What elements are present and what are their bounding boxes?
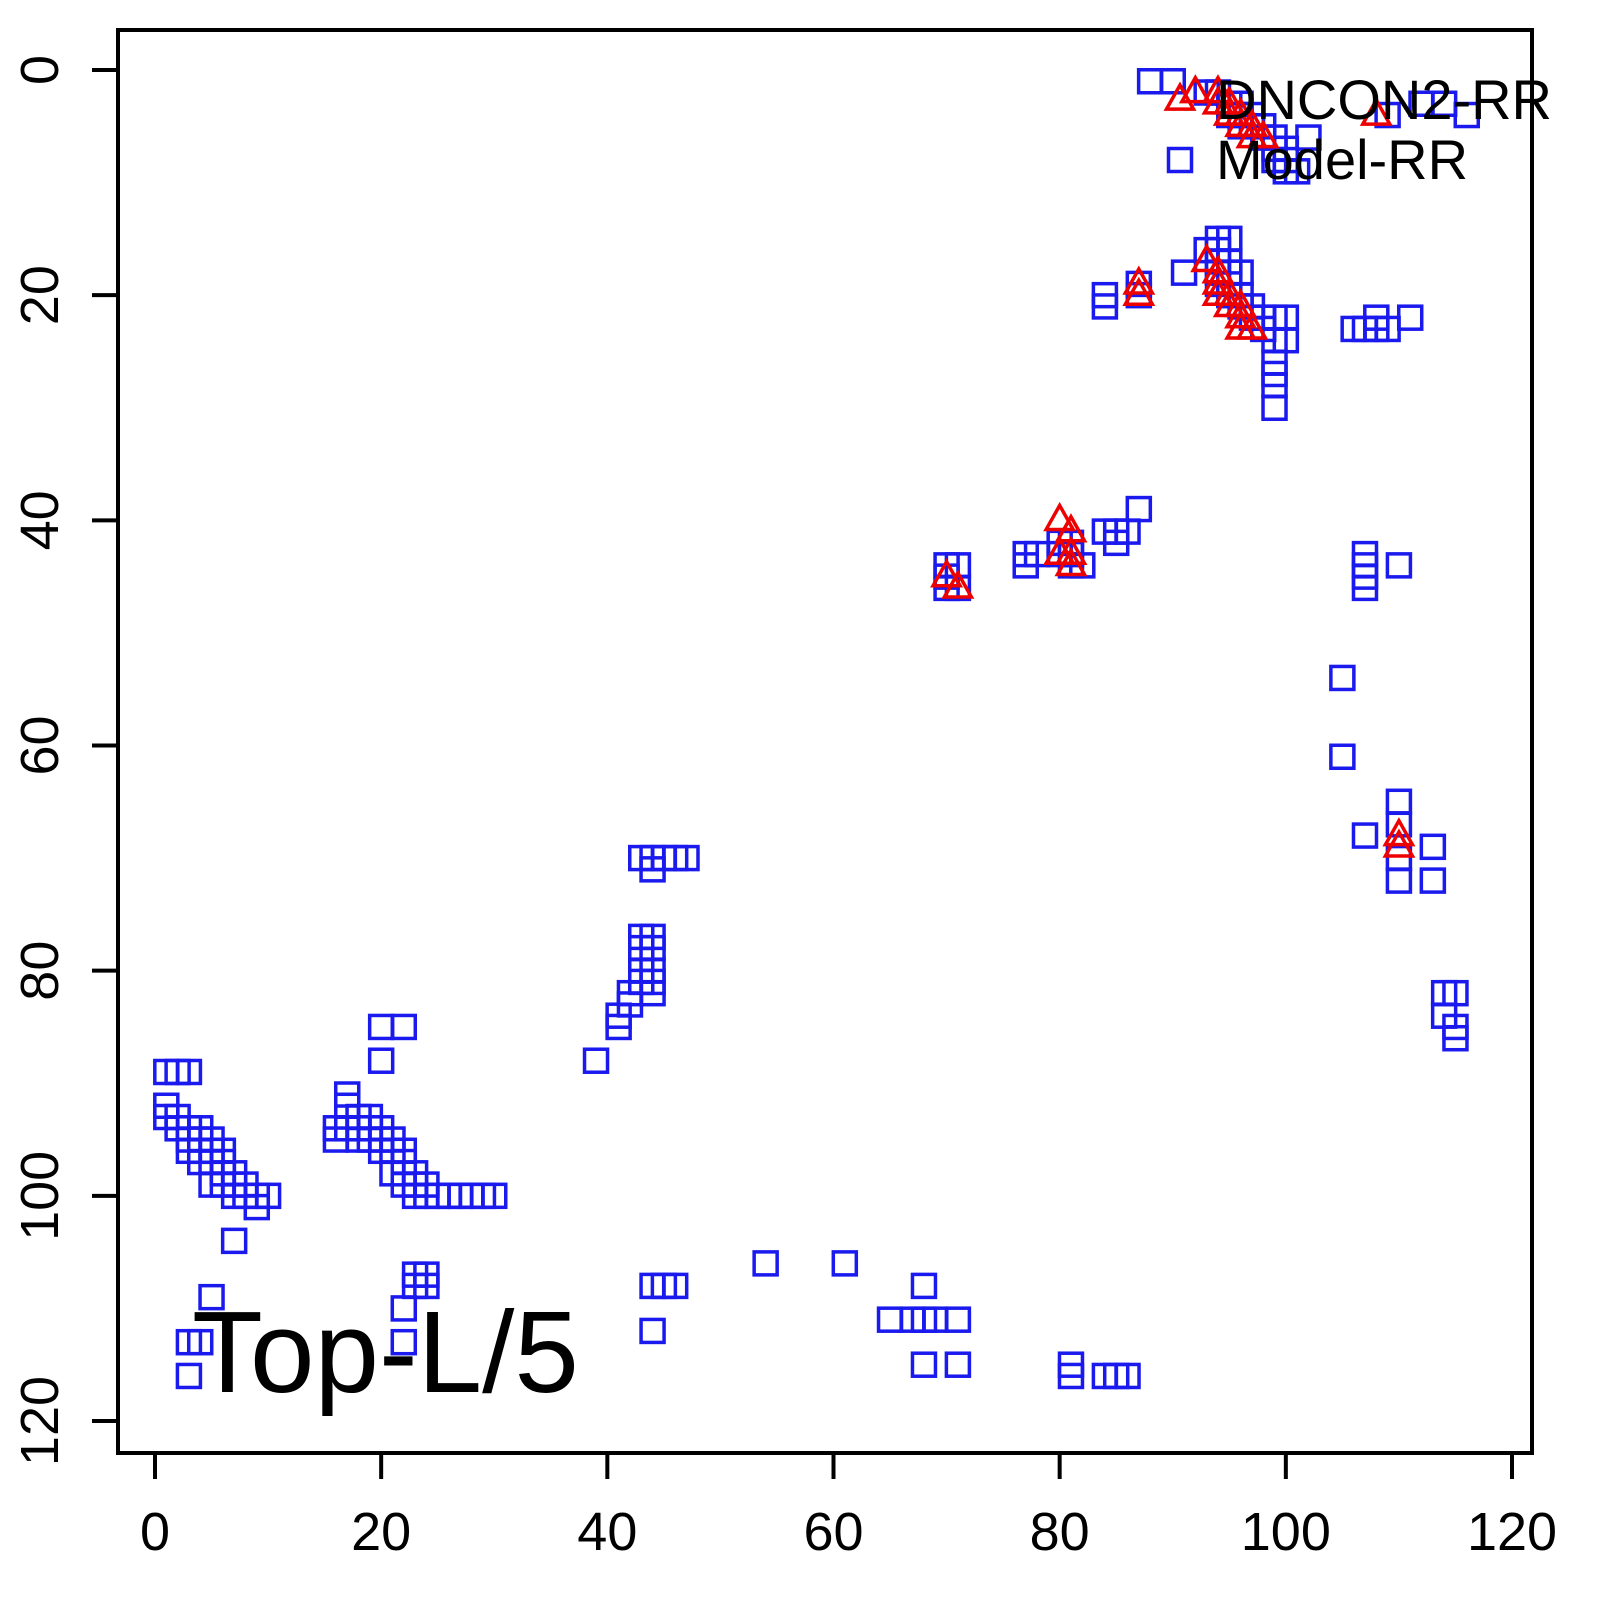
x-axis-tick-label: 120 bbox=[1467, 1502, 1557, 1562]
prediction-triangle-marker bbox=[1043, 501, 1077, 532]
contact-square-marker bbox=[639, 1317, 666, 1345]
contact-square-marker bbox=[1453, 101, 1481, 129]
prediction-triangle-marker bbox=[1235, 107, 1269, 138]
prediction-triangle-marker bbox=[930, 558, 964, 588]
contact-square-marker bbox=[1283, 158, 1311, 185]
y-axis-tick-label: 20 bbox=[10, 265, 70, 325]
x-axis-tick-label: 40 bbox=[577, 1502, 637, 1562]
contact-square-marker bbox=[639, 979, 666, 1007]
contact-square-marker bbox=[1385, 811, 1413, 838]
y-axis-tick-label: 40 bbox=[10, 490, 70, 550]
contact-square-marker bbox=[1329, 664, 1356, 692]
y-axis-tick-label: 60 bbox=[10, 715, 70, 775]
prediction-triangle-marker bbox=[1235, 310, 1269, 340]
contact-square-marker bbox=[1170, 259, 1198, 286]
contact-square-marker bbox=[390, 1013, 418, 1041]
legend-label-dncon2-rr: DNCON2-RR bbox=[1216, 68, 1552, 131]
prediction-triangle-marker bbox=[1224, 299, 1258, 329]
contact-square-marker bbox=[1261, 394, 1288, 421]
contact-square-marker bbox=[1136, 68, 1164, 95]
prediction-triangle-marker bbox=[941, 569, 975, 599]
x-axis-tick-label: 0 bbox=[140, 1502, 170, 1562]
prediction-triangle-marker bbox=[1122, 276, 1156, 307]
contact-square-marker bbox=[1385, 867, 1413, 894]
contact-square-marker bbox=[1374, 101, 1401, 129]
y-axis-tick-label: 100 bbox=[10, 1151, 70, 1241]
contact-square-marker bbox=[1012, 552, 1039, 579]
contact-square-marker bbox=[1351, 574, 1379, 602]
contact-square-marker bbox=[390, 1328, 418, 1356]
legend-triangle-icon bbox=[1163, 81, 1197, 111]
prediction-triangle-marker bbox=[1054, 546, 1088, 577]
contact-square-marker bbox=[944, 1351, 972, 1378]
contact-square-marker bbox=[661, 1272, 689, 1300]
contact-square-marker bbox=[1385, 552, 1413, 579]
contact-square-marker bbox=[1329, 743, 1356, 771]
prediction-triangle-marker bbox=[1224, 96, 1258, 126]
contact-square-marker bbox=[1419, 867, 1447, 894]
contact-square-marker bbox=[390, 1295, 418, 1322]
contact-square-marker bbox=[1125, 495, 1153, 523]
y-axis-tick-label: 80 bbox=[10, 941, 70, 1001]
contact-square-marker bbox=[639, 856, 666, 883]
contact-square-marker bbox=[1419, 833, 1447, 861]
contact-square-marker bbox=[1069, 552, 1096, 579]
prediction-triangle-marker bbox=[1212, 85, 1246, 115]
x-axis-tick-label: 60 bbox=[803, 1502, 863, 1562]
x-axis-tick-label: 20 bbox=[351, 1502, 411, 1562]
x-axis-tick-label: 80 bbox=[1030, 1502, 1090, 1562]
legend-square-icon bbox=[1166, 146, 1194, 174]
prediction-triangle-marker bbox=[1122, 265, 1156, 295]
contact-square-marker bbox=[831, 1250, 859, 1277]
contact-square-marker bbox=[944, 1306, 972, 1333]
contact-square-marker bbox=[367, 1013, 395, 1041]
contact-square-marker bbox=[910, 1272, 938, 1300]
contact-square-marker bbox=[1295, 124, 1322, 151]
contact-square-marker bbox=[582, 1047, 610, 1074]
corner-label: Top-L/5 bbox=[192, 1287, 579, 1417]
contact-square-marker bbox=[1385, 844, 1413, 872]
legend-label-model-rr: Model-RR bbox=[1216, 128, 1468, 191]
contact-square-marker bbox=[198, 1283, 225, 1311]
prediction-triangle-marker bbox=[1382, 828, 1416, 858]
prediction-triangle-marker bbox=[1359, 96, 1393, 126]
prediction-triangle-marker bbox=[1212, 276, 1246, 307]
contact-square-marker bbox=[175, 1362, 203, 1390]
prediction-triangle-marker bbox=[1190, 242, 1224, 273]
prediction-triangle-marker bbox=[1246, 119, 1280, 149]
contact-square-marker bbox=[186, 1328, 214, 1356]
contact-square-marker bbox=[910, 1351, 938, 1378]
contact-square-marker bbox=[1102, 529, 1130, 557]
contact-square-marker bbox=[673, 844, 700, 872]
y-axis-tick-label: 120 bbox=[10, 1376, 70, 1466]
y-axis-tick-label: 0 bbox=[10, 55, 70, 85]
prediction-triangle-marker bbox=[1201, 265, 1235, 295]
prediction-triangle-marker bbox=[1178, 74, 1212, 104]
contact-square-marker bbox=[1114, 1362, 1141, 1390]
contact-square-marker bbox=[1351, 822, 1379, 849]
contact-square-marker bbox=[1091, 293, 1119, 320]
contact-square-marker bbox=[1159, 68, 1186, 95]
contact-square-marker bbox=[367, 1047, 395, 1074]
contact-square-marker bbox=[1385, 788, 1413, 816]
contact-square-marker bbox=[413, 1272, 440, 1300]
contact-square-marker bbox=[175, 1058, 203, 1086]
contact-square-marker bbox=[639, 934, 666, 962]
contact-square-marker bbox=[752, 1250, 779, 1277]
prediction-triangle-marker bbox=[1382, 817, 1416, 847]
contact-square-marker bbox=[1396, 304, 1424, 331]
contact-square-marker bbox=[254, 1182, 282, 1210]
contact-square-marker bbox=[481, 1182, 508, 1210]
contact-square-marker bbox=[220, 1227, 248, 1255]
prediction-triangle-marker bbox=[1054, 535, 1088, 565]
prediction-triangle-marker bbox=[1201, 74, 1235, 104]
plot-border bbox=[116, 28, 1534, 1455]
x-axis-tick-label: 100 bbox=[1241, 1502, 1331, 1562]
contact-square-marker bbox=[1057, 1362, 1085, 1390]
contact-square-marker bbox=[876, 1306, 904, 1333]
contact-square-marker bbox=[1442, 1024, 1469, 1052]
